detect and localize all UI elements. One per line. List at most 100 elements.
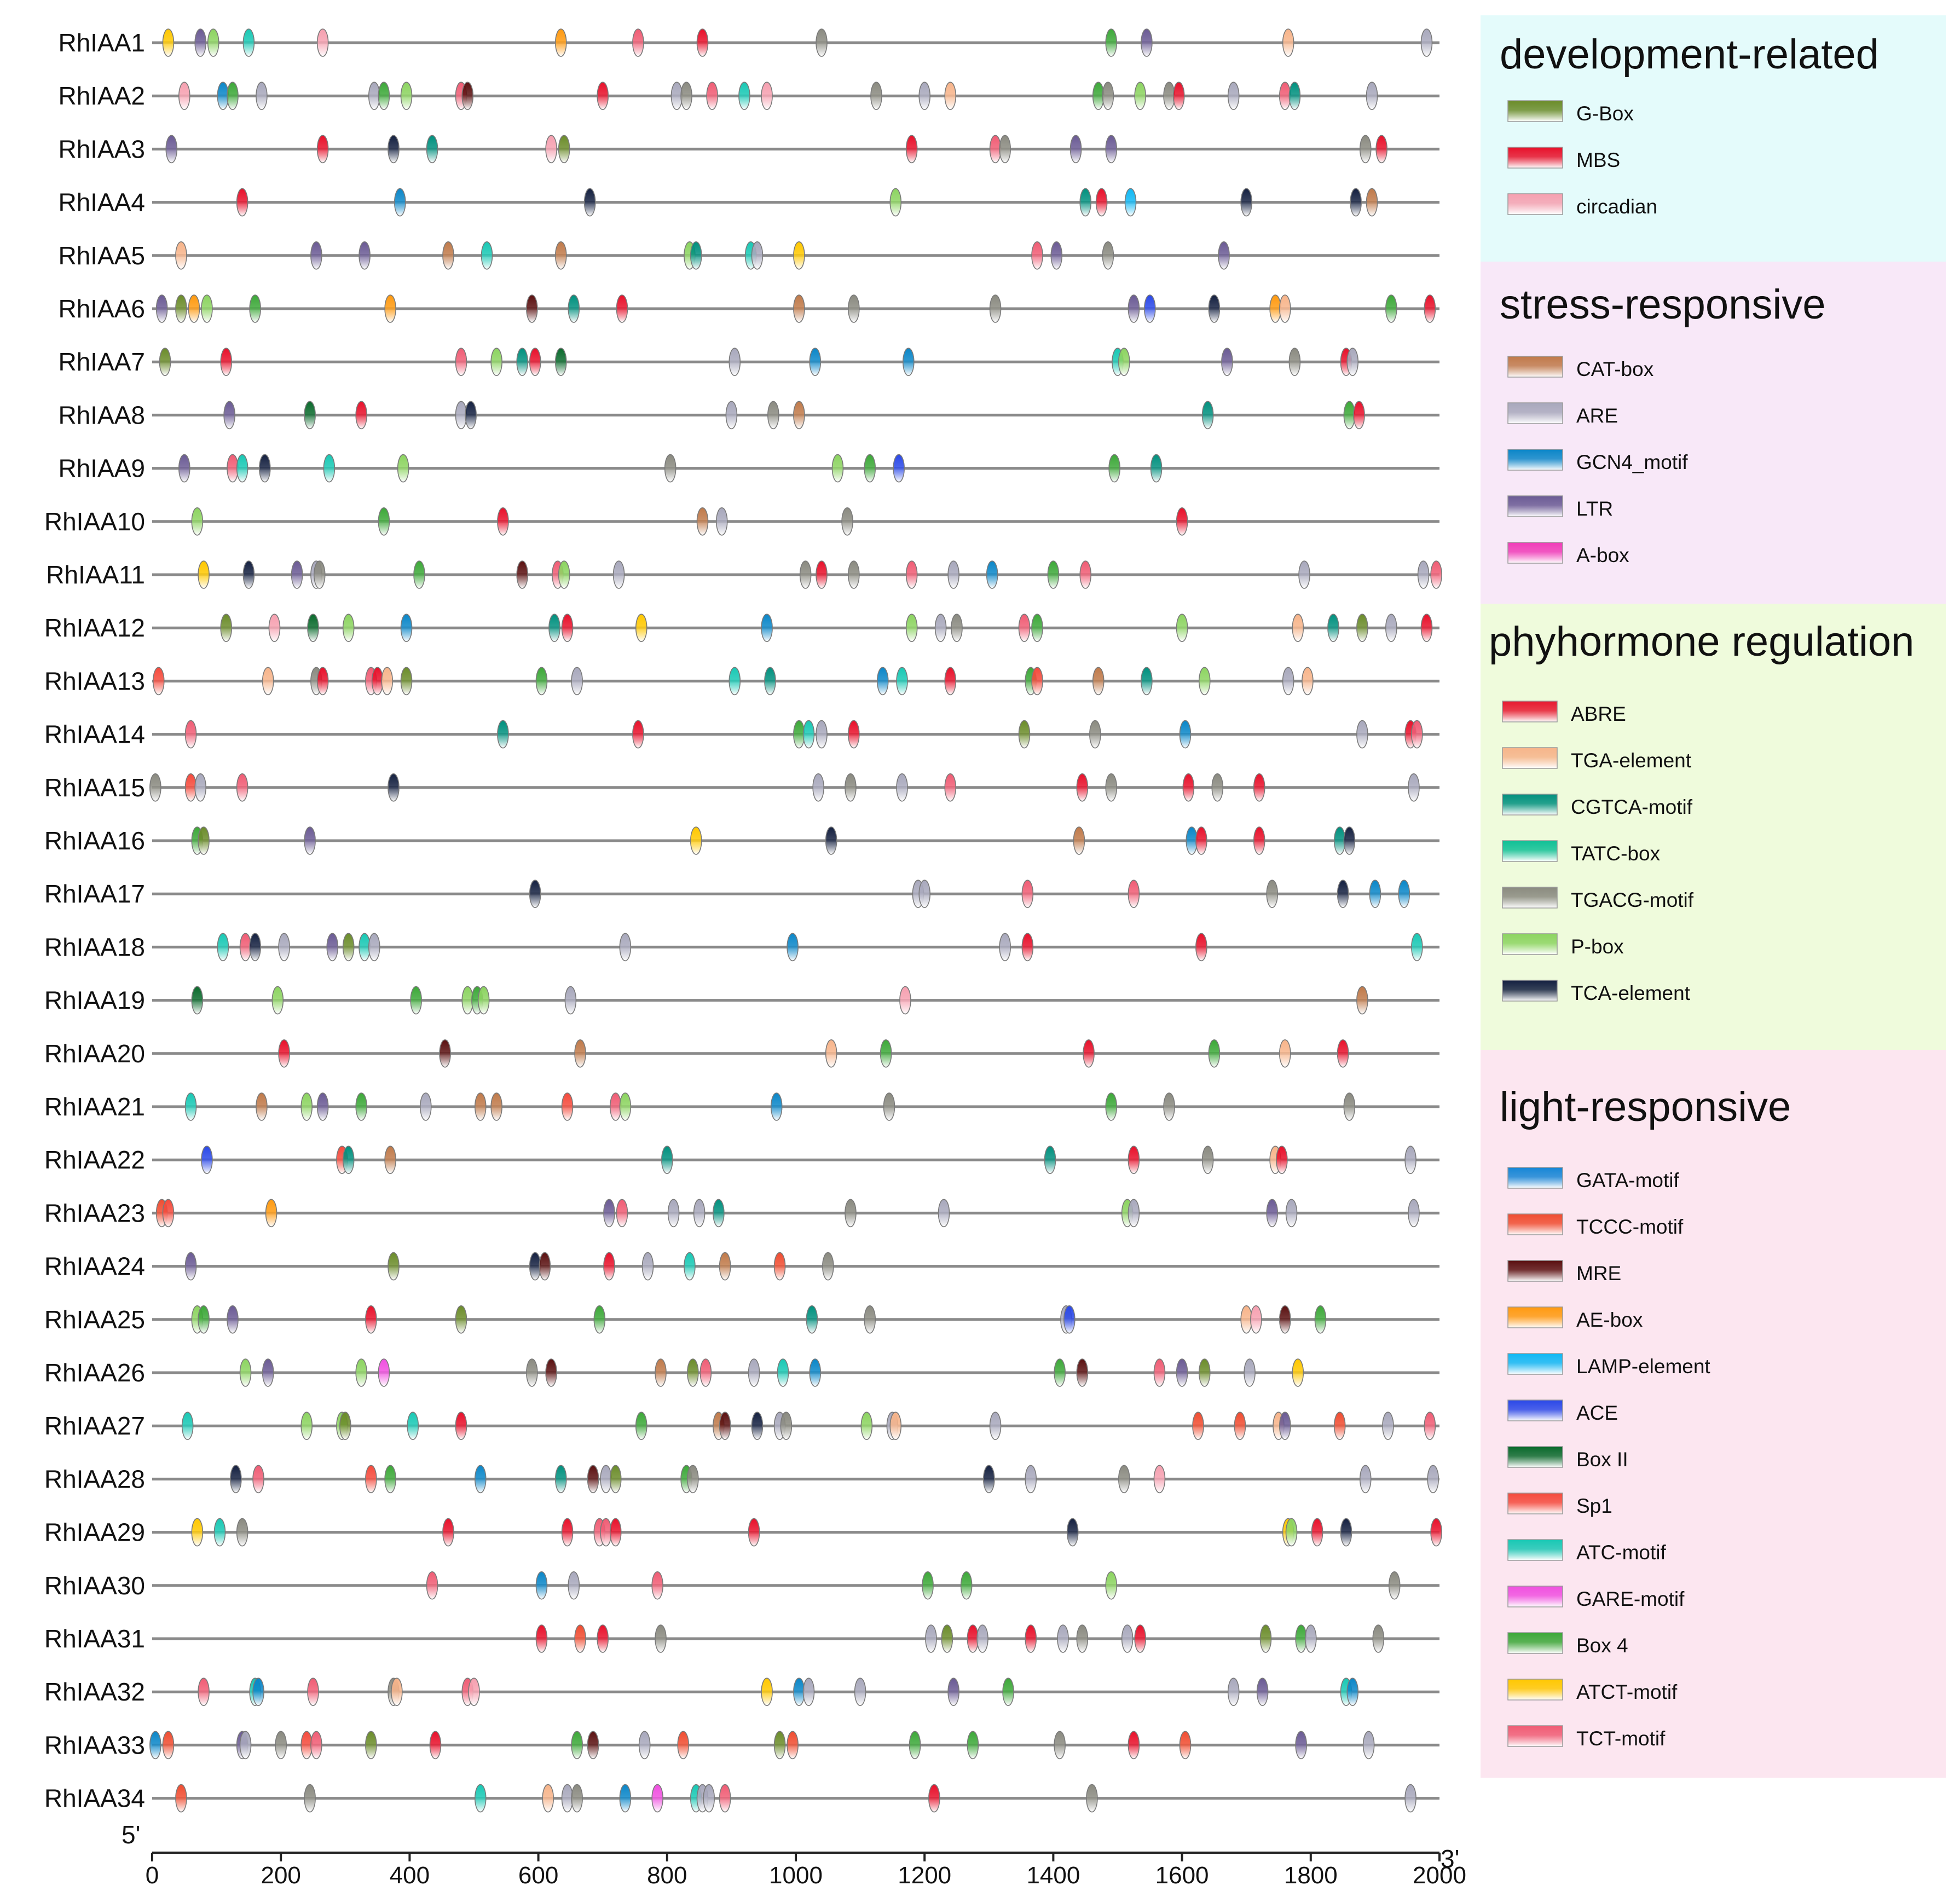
element-circadian (179, 82, 190, 109)
element-atct-motif (636, 614, 647, 641)
element-ltr (304, 827, 315, 854)
element-tct-motif (1154, 1359, 1165, 1386)
element-tgacg-motif (1054, 1731, 1065, 1759)
axis-tick-label: 2000 (1413, 1862, 1466, 1889)
element-p-box (1286, 1519, 1297, 1546)
element-tccc-motif (678, 1731, 689, 1759)
element-gcn4-motif (761, 614, 772, 641)
legend-label: ATCT-motif (1576, 1681, 1678, 1703)
element-circadian (1251, 1306, 1262, 1333)
element-mbs (498, 508, 508, 535)
element-gcn4-motif (1369, 880, 1380, 907)
gene-label: RhIAA17 (44, 880, 145, 908)
element-mbs (317, 667, 328, 695)
element-are (1421, 29, 1432, 56)
gene-track-rhiaa25: RhIAA25 (44, 1305, 1439, 1334)
element-are (1286, 1199, 1297, 1227)
legend-label: LTR (1576, 498, 1613, 520)
element-mbs (279, 1040, 290, 1067)
element-mbs (443, 1519, 454, 1546)
legend-label: circadian (1576, 195, 1657, 218)
element-g-box (401, 667, 412, 695)
legend-label: TGACG-motif (1571, 889, 1694, 911)
element-ltr (263, 1359, 274, 1386)
element-cgtca-motif (806, 1306, 817, 1333)
element-atct-motif (691, 827, 702, 854)
element-cat-box (556, 242, 566, 269)
legend-label: ABRE (1571, 703, 1626, 725)
element-ltr (1280, 1412, 1291, 1439)
legend-swatch-gata-motif (1508, 1167, 1563, 1188)
element-tga-element (890, 1412, 901, 1439)
element-cat-box (794, 401, 805, 429)
element-box-4 (378, 82, 389, 109)
element-p-box (272, 987, 283, 1014)
element-cgtca-motif (549, 614, 560, 641)
element-tgacg-motif (527, 1359, 537, 1386)
element-mbs (610, 1519, 621, 1546)
element-mre (588, 1465, 599, 1493)
element-atc-motif (217, 933, 228, 961)
element-mbs (616, 295, 627, 322)
element-ae-box (556, 29, 566, 56)
gene-track-rhiaa8: RhIAA8 (58, 401, 1439, 429)
element-box-4 (536, 667, 547, 695)
element-atc-motif (475, 1785, 486, 1812)
element-box-4 (1032, 614, 1043, 641)
element-tgacg-motif (1360, 135, 1371, 163)
element-box-4 (1315, 1306, 1326, 1333)
element-atc-motif (407, 1412, 418, 1439)
element-mre (1280, 1306, 1291, 1333)
element-tgacg-motif (800, 561, 811, 588)
gene-track-rhiaa27: RhIAA27 (44, 1412, 1439, 1440)
element-gcn4-motif (253, 1678, 264, 1705)
element-are (926, 1625, 936, 1652)
element-cgtca-motif (517, 348, 528, 375)
element-are (694, 1199, 705, 1227)
element-mre (440, 1040, 450, 1067)
element-p-box (192, 508, 203, 535)
legend-label: GARE-motif (1576, 1588, 1685, 1610)
legend-label: AE-box (1576, 1309, 1643, 1331)
gene-label: RhIAA11 (46, 560, 145, 589)
element-cat-box (1357, 987, 1368, 1014)
element-mbs (848, 721, 859, 748)
element-are (643, 1253, 654, 1280)
element-box-4 (594, 1306, 605, 1333)
legend-label: Box 4 (1576, 1634, 1628, 1657)
element-ltr (311, 242, 322, 269)
element-ace (201, 1146, 212, 1173)
element-box-ii (304, 401, 315, 429)
element-atc-motif (739, 82, 750, 109)
element-are (256, 82, 267, 109)
element-tgacg-motif (1289, 348, 1300, 375)
gene-label: RhIAA12 (44, 614, 145, 642)
legend-swatch-sp1 (1508, 1493, 1563, 1514)
element-tgacg-motif (314, 561, 325, 588)
element-g-box (610, 1465, 621, 1493)
element-tca-element (250, 933, 261, 961)
gene-track-rhiaa3: RhIAA3 (58, 135, 1439, 163)
element-g-box (455, 1306, 466, 1333)
element-ltr (1128, 295, 1139, 322)
element-are (999, 933, 1010, 961)
element-are (1057, 1625, 1068, 1652)
element-ltr (166, 135, 177, 163)
element-cat-box (794, 295, 805, 322)
element-mre (588, 1731, 599, 1759)
element-are (749, 1359, 760, 1386)
element-cgtca-motif (568, 295, 579, 322)
gene-tracks: RhIAA1RhIAA2RhIAA3RhIAA4RhIAA5RhIAA6RhIA… (44, 28, 1442, 1813)
element-circadian (269, 614, 280, 641)
element-circadian (761, 82, 772, 109)
gene-track-rhiaa28: RhIAA28 (44, 1465, 1439, 1493)
element-ae-box (385, 295, 396, 322)
element-tca-element (230, 1465, 241, 1493)
element-gare-motif (652, 1785, 663, 1812)
gene-label: RhIAA19 (44, 986, 145, 1015)
element-mbs (1354, 401, 1365, 429)
element-g-box (1357, 614, 1368, 641)
element-are (565, 987, 576, 1014)
element-box-ii (192, 987, 203, 1014)
element-tccc-motif (787, 1731, 798, 1759)
